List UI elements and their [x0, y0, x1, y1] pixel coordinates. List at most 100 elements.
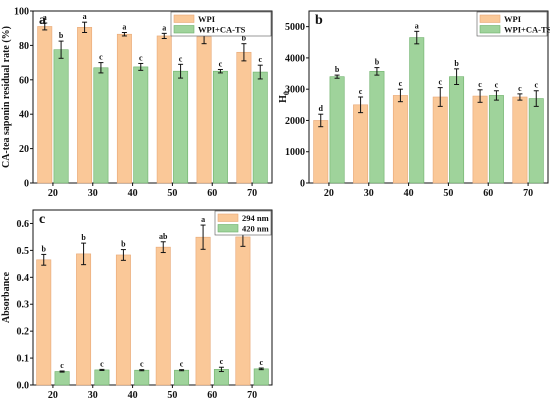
panel-b-ylabel-subscript: 0 [282, 91, 291, 95]
panel-c-xtick-label-5: 70 [247, 390, 257, 401]
panel-b-bar-s1-c0 [329, 76, 345, 184]
panel-b-sig-label-s1-c2: a [415, 21, 419, 30]
panel-b-bar-s0-c5 [512, 96, 528, 184]
panel-c-sig-label-s1-c0: c [60, 361, 64, 370]
panel-b-ylabel: H0 [278, 91, 291, 103]
panel-c-sig-label-s1-c1: c [100, 359, 104, 368]
panel-c-sig-label-s1-c2: c [140, 360, 144, 369]
panel-a-bar-s0-c3 [156, 35, 172, 184]
panel-a-ytick-label-1: 20 [19, 144, 29, 155]
panel-a-xtick-label-2: 40 [128, 188, 138, 199]
panel-a-legend-label-0: WPI [198, 14, 216, 24]
panel-b-sig-label-s1-c0: b [335, 65, 340, 74]
panel-a-ytick-label-5: 100 [14, 7, 29, 18]
panel-a-sig-label-s0-c0: a [43, 13, 47, 22]
panel-b-sig-label-s0-c1: c [359, 87, 363, 96]
panel-b-letter: b [315, 13, 323, 28]
panel-a-sig-label-s1-c3: c [179, 54, 183, 63]
panel-a-bar-s0-c1 [77, 27, 93, 184]
panel-c-ytick-label-3: 0.3 [17, 300, 30, 311]
panel-a-xtick-label-0: 20 [48, 188, 58, 199]
panel-a-legend-swatch-1 [173, 25, 195, 34]
panel-b: 0 1000 2000 3000 4000 5000 d c c c c c b b a b c c 20 30 40 5… [278, 10, 550, 199]
panel-c-ylabel: Absorbance [1, 271, 12, 323]
panel-b-ytick-label-0: 0 [300, 179, 305, 190]
panel-b-frame [308, 10, 549, 184]
panel-b-xtick-label-5: 70 [523, 188, 533, 199]
panel-c-xtick-label-1: 30 [88, 390, 98, 401]
panel-c-letter: c [39, 212, 45, 227]
panel-a-sig-label-s0-c2: a [122, 23, 126, 32]
panel-a-sig-label-s1-c0: b [59, 31, 64, 40]
panel-a-xtick-label-4: 60 [207, 188, 217, 199]
panel-c-bar-s1-c2 [134, 369, 150, 386]
panel-c-sig-label-s0-c2: b [121, 240, 126, 249]
panel-b-ytick-label-4: 4000 [285, 53, 305, 64]
panel-c-sig-label-s1-c4: c [220, 357, 224, 366]
panel-b-ytick-label-1: 1000 [285, 147, 305, 158]
panel-a: 020406080100aaaaabbccccc203040506070CA-t… [1, 7, 273, 199]
panel-c-ytick-label-6: 0.6 [17, 219, 30, 230]
panel-b-bar-s0-c2 [392, 95, 408, 184]
panel-c-frame [32, 209, 273, 386]
panel-c-xtick-label-3: 50 [167, 390, 177, 401]
panel-a-sig-label-s1-c5: c [258, 55, 262, 64]
panel-a-bar-s0-c4 [196, 36, 212, 184]
panel-b-sig-label-s0-c4: c [478, 80, 482, 89]
panel-c-sig-label-s0-c4: a [201, 215, 205, 224]
panel-c-legend-label-1: 420 nm [242, 224, 269, 234]
panel-a-bar-s1-c0 [53, 49, 69, 184]
panel-a-sig-label-s0-c1: a [83, 12, 87, 21]
panel-c-bar-s0-c4 [195, 236, 211, 386]
panel-a-xtick-label-5: 70 [247, 188, 257, 199]
panel-c-ytick-label-0: 0.0 [17, 381, 30, 392]
panel-c-bar-s1-c3 [174, 369, 190, 386]
panel-b-legend-swatch-0 [479, 14, 501, 23]
panel-c-xtick-label-4: 60 [207, 390, 217, 401]
panel-a-ylabel: CA-tea saponin residual rate (%) [1, 26, 12, 168]
panel-c-bar-s1-c1 [94, 369, 110, 386]
panel-c-xtick-label-0: 20 [48, 390, 58, 401]
panel-b-xtick-label-2: 40 [404, 188, 414, 199]
panel-c-bar-s0-c2 [115, 254, 131, 386]
panel-b-bar-s0-c1 [353, 104, 369, 184]
panel-a-legend-swatch-0 [173, 14, 195, 23]
panel-c-sig-label-s0-c3: ab [159, 232, 168, 241]
panel-b-bar-s0-c0 [313, 120, 329, 184]
panel-c-bar-s0-c1 [76, 253, 92, 386]
panel-a-bar-s0-c2 [116, 33, 132, 184]
panel-a-sig-label-s0-c5: b [242, 34, 247, 43]
panel-a-ytick-label-0: 0 [24, 179, 29, 190]
panel-b-xtick-label-1: 30 [364, 188, 374, 199]
panel-c-sig-label-s1-c5: c [259, 358, 263, 367]
panel-b-legend-label-0: WPI [504, 14, 522, 24]
panel-b-sig-label-s1-c5: c [534, 81, 538, 90]
panel-b-sig-label-s1-c4: c [495, 81, 499, 90]
panel-a-bar-s1-c5 [252, 71, 268, 184]
panel-c-bar-s0-c5 [235, 236, 251, 386]
panel-c-legend-swatch-0 [217, 213, 239, 222]
panel-b-bar-s1-c4 [488, 95, 504, 184]
panel-b-sig-label-s0-c0: d [319, 104, 324, 113]
panel-a-sig-label-s1-c1: c [99, 53, 103, 62]
panel-b-ytick-label-2: 2000 [285, 116, 305, 127]
panel-b-ytick-label-5: 5000 [285, 22, 305, 33]
panel-a-xtick-label-1: 30 [88, 188, 98, 199]
panel-c-ytick-label-2: 0.2 [17, 327, 30, 338]
panel-c: 0.00.10.20.30.40.50.6bbbabaacccccc203040… [1, 209, 273, 401]
panel-a-bar-s1-c2 [133, 66, 149, 184]
panel-c-bar-s1-c0 [54, 371, 70, 386]
panel-b-bar-s1-c2 [409, 37, 425, 184]
panel-a-xtick-label-3: 50 [167, 188, 177, 199]
panel-a-sig-label-s1-c4: c [219, 59, 223, 68]
panel-c-sig-label-s0-c1: b [81, 233, 86, 242]
panel-a-sig-label-s0-c3: a [162, 23, 166, 32]
panel-c-legend-label-0: 294 nm [242, 213, 269, 223]
panel-b-xtick-label-0: 20 [324, 188, 334, 199]
panel-c-sig-label-s1-c3: c [180, 360, 184, 369]
panel-a-bar-s0-c0 [37, 26, 53, 184]
panel-b-legend-swatch-1 [479, 25, 501, 34]
